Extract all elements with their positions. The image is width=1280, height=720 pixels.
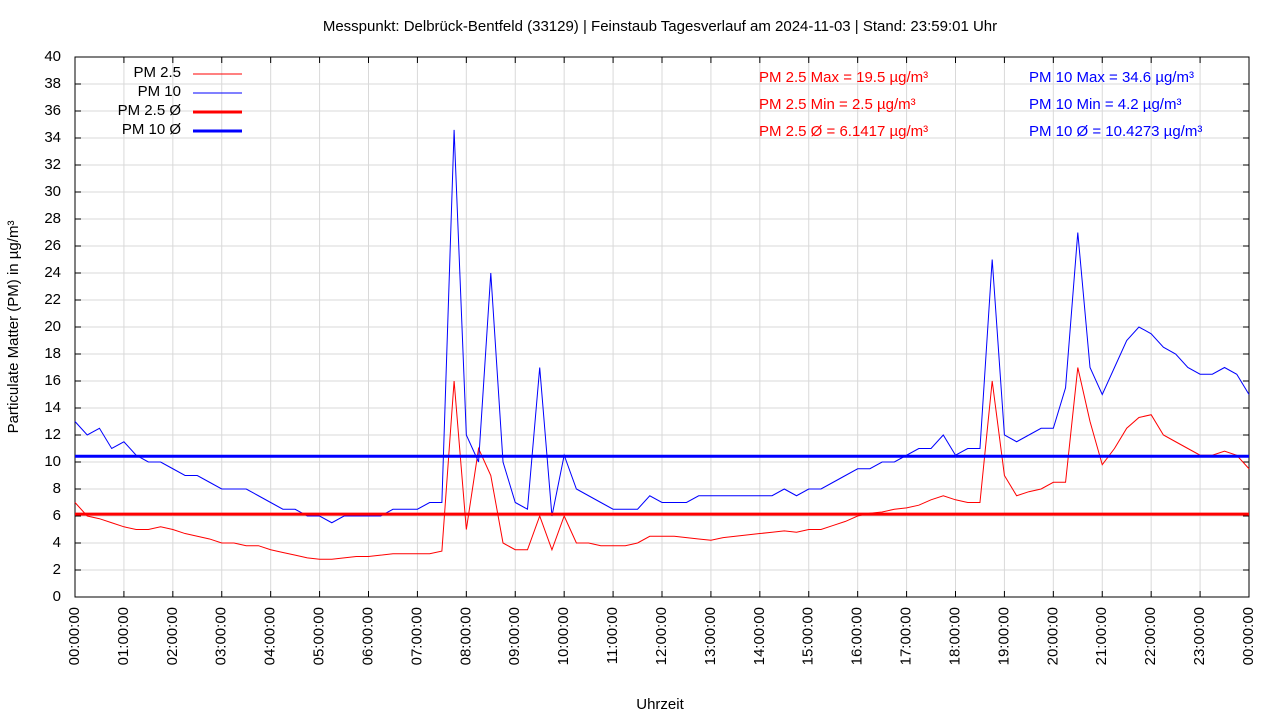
- chart-title: Messpunkt: Delbrück-Bentfeld (33129) | F…: [323, 18, 997, 35]
- y-axis-label: Particulate Matter (PM) in µg/m³: [5, 221, 22, 434]
- legend-label: PM 10 Ø: [122, 121, 182, 138]
- y-tick-label: 8: [53, 480, 61, 497]
- legend-label: PM 2.5 Ø: [118, 102, 182, 119]
- x-tick-label: 13:00:00: [702, 607, 719, 665]
- data-line: [74, 367, 1250, 560]
- y-tick-label: 40: [44, 48, 61, 65]
- x-tick-label: 00:00:00: [1240, 607, 1257, 665]
- x-tick-label: 10:00:00: [555, 607, 572, 665]
- y-tick-label: 36: [44, 102, 61, 119]
- x-tick-label: 23:00:00: [1191, 607, 1208, 665]
- data-line: [74, 129, 1250, 524]
- y-tick-label: 6: [53, 507, 61, 524]
- y-tick-label: 32: [44, 156, 61, 173]
- y-tick-label: 4: [53, 534, 61, 551]
- plot-frame: [74, 56, 1250, 598]
- x-tick-label: 18:00:00: [946, 607, 963, 665]
- y-tick-label: 10: [44, 453, 61, 470]
- x-tick-label: 15:00:00: [800, 607, 817, 665]
- y-tick-label: 28: [44, 210, 61, 227]
- x-tick-label: 05:00:00: [311, 607, 328, 665]
- y-tick-label: 20: [44, 318, 61, 335]
- x-tick-label: 02:00:00: [164, 607, 181, 665]
- x-tick-label: 19:00:00: [995, 607, 1012, 665]
- x-tick-label: 11:00:00: [604, 607, 621, 664]
- y-tick-label: 26: [44, 237, 61, 254]
- y-tick-label: 14: [44, 399, 61, 416]
- x-tick-label: 17:00:00: [898, 607, 915, 665]
- y-tick-label: 12: [44, 426, 61, 443]
- x-tick-label: 08:00:00: [457, 607, 474, 665]
- annotation: PM 2.5 Min = 2.5 µg/m³: [759, 96, 916, 113]
- y-tick-label: 18: [44, 345, 61, 362]
- y-tick-label: 38: [44, 75, 61, 92]
- x-axis-label: Uhrzeit: [636, 696, 684, 713]
- y-tick-label: 2: [53, 561, 61, 578]
- x-tick-label: 14:00:00: [751, 607, 768, 665]
- y-tick-label: 0: [53, 588, 61, 605]
- x-tick-label: 12:00:00: [653, 607, 670, 665]
- x-tick-label: 21:00:00: [1093, 607, 1110, 665]
- annotation: PM 2.5 Ø = 6.1417 µg/m³: [759, 123, 928, 140]
- x-tick-label: 03:00:00: [213, 607, 230, 665]
- annotation: PM 2.5 Max = 19.5 µg/m³: [759, 69, 928, 86]
- x-tick-label: 20:00:00: [1044, 607, 1061, 665]
- legend-label: PM 10: [138, 83, 181, 100]
- legend-label: PM 2.5: [133, 64, 181, 81]
- x-tick-label: 00:00:00: [66, 607, 83, 665]
- annotation: PM 10 Min = 4.2 µg/m³: [1029, 96, 1181, 113]
- y-tick-label: 16: [44, 372, 61, 389]
- y-tick-label: 22: [44, 291, 61, 308]
- x-tick-label: 04:00:00: [262, 607, 279, 665]
- x-tick-label: 16:00:00: [849, 607, 866, 665]
- x-tick-label: 06:00:00: [359, 607, 376, 665]
- annotation: PM 10 Ø = 10.4273 µg/m³: [1029, 123, 1202, 140]
- y-tick-label: 24: [44, 264, 61, 281]
- y-tick-label: 34: [44, 129, 61, 146]
- x-tick-label: 22:00:00: [1142, 607, 1159, 665]
- y-tick-label: 30: [44, 183, 61, 200]
- x-tick-label: 07:00:00: [408, 607, 425, 665]
- x-tick-label: 01:00:00: [115, 607, 132, 665]
- x-tick-label: 09:00:00: [506, 607, 523, 665]
- annotation: PM 10 Max = 34.6 µg/m³: [1029, 69, 1194, 86]
